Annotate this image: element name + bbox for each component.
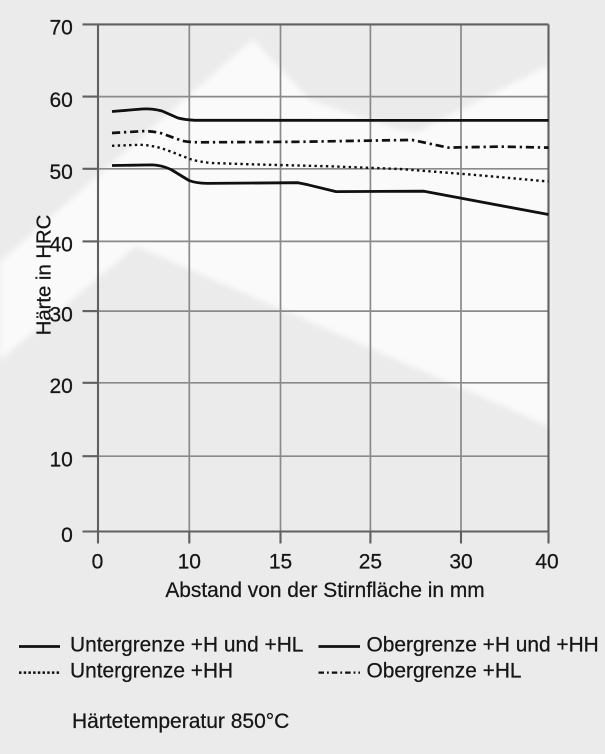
svg-text:Untergrenze +HH: Untergrenze +HH <box>70 660 233 683</box>
svg-text:Obergrenze +HL: Obergrenze +HL <box>367 660 522 683</box>
svg-text:0: 0 <box>61 524 73 547</box>
svg-text:60: 60 <box>49 89 72 112</box>
svg-text:10: 10 <box>178 551 201 574</box>
svg-text:70: 70 <box>49 17 72 40</box>
svg-text:0: 0 <box>92 551 104 574</box>
svg-text:Obergrenze +H und +HH: Obergrenze +H und +HH <box>367 634 599 657</box>
svg-text:Untergrenze +H und +HL: Untergrenze +H und +HL <box>70 634 303 657</box>
svg-text:15: 15 <box>269 551 292 574</box>
svg-text:40: 40 <box>535 551 558 574</box>
svg-text:30: 30 <box>49 303 72 326</box>
svg-text:25: 25 <box>359 551 382 574</box>
svg-text:40: 40 <box>49 234 72 257</box>
svg-text:Härtetemperatur 850°C: Härtetemperatur 850°C <box>72 710 289 733</box>
svg-text:30: 30 <box>449 551 472 574</box>
svg-text:20: 20 <box>49 375 72 398</box>
svg-text:Härte in HRC: Härte in HRC <box>34 215 56 336</box>
svg-text:Abstand von der Stirnfläche in: Abstand von der Stirnfläche in mm <box>165 579 484 602</box>
svg-text:50: 50 <box>49 161 72 184</box>
svg-text:10: 10 <box>49 448 72 471</box>
